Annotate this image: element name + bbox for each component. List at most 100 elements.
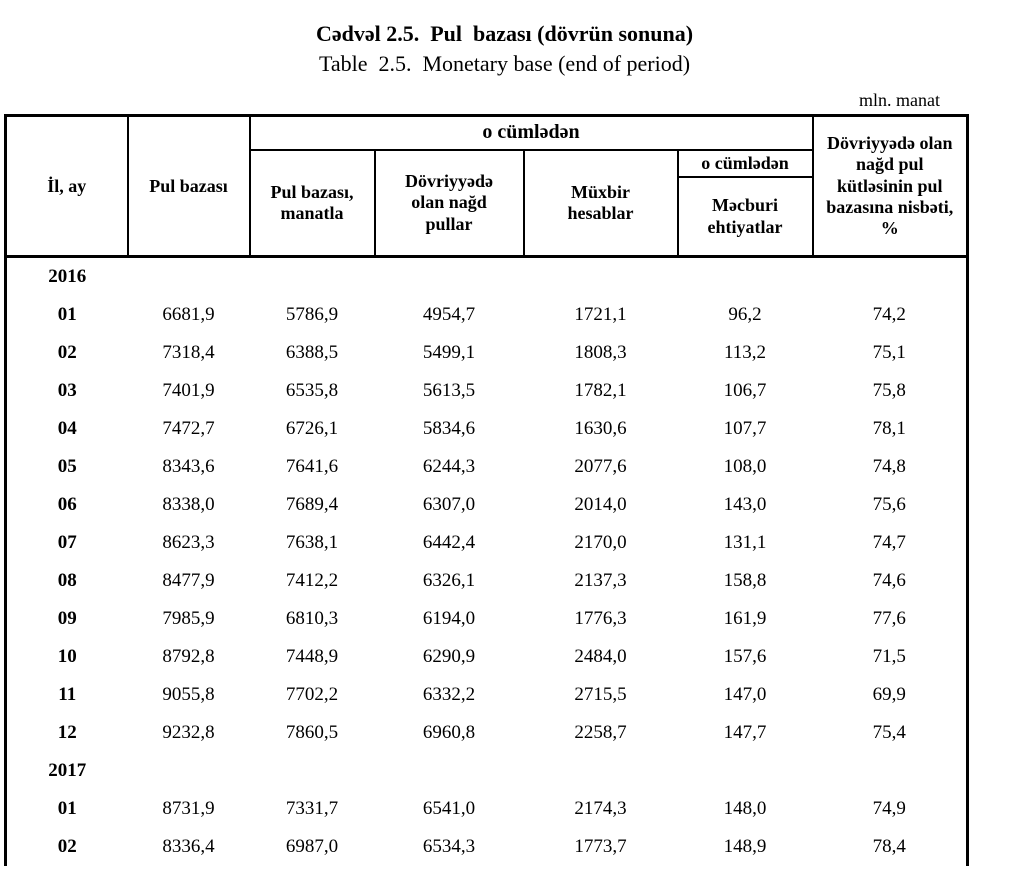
value-cell: 5499,1 xyxy=(422,342,476,364)
table-row: 07 8623,3 7638,1 6442,4 2170,0 131,1 74,7 xyxy=(4,524,969,563)
value-cell: 6681,9 xyxy=(162,304,215,326)
value-cell: 143,0 xyxy=(723,494,767,516)
month-cell: 11 xyxy=(4,676,128,715)
header-cash-to-base-ratio: Dövriyyədə olan nağd pul kütləsinin pul … xyxy=(811,114,969,258)
value-cell: 158,8 xyxy=(723,570,767,592)
value-cell xyxy=(677,255,813,297)
table-row: 08 8477,9 7412,2 6326,1 2137,3 158,8 74,6 xyxy=(4,562,969,601)
year-row: 2017 xyxy=(4,752,969,791)
value-cell: 2258,7 xyxy=(574,722,627,744)
value-cell: 7472,7 xyxy=(162,418,215,440)
value-cell: 6442,4 xyxy=(422,532,476,554)
value-cell: 8336,4 xyxy=(162,836,215,858)
month-cell: 07 xyxy=(4,524,128,563)
value-cell xyxy=(375,752,524,790)
month-cell: 04 xyxy=(4,410,128,449)
value-cell: 8343,6 xyxy=(162,456,215,478)
value-cell xyxy=(249,255,375,297)
header-required-reserves: Məcburi ehtiyatlar xyxy=(676,175,814,258)
value-cell: 74,9 xyxy=(812,790,969,829)
value-cell: 6290,9 xyxy=(422,646,476,668)
value-cell: 2077,6 xyxy=(574,456,627,478)
value-cell: 148,9 xyxy=(723,836,767,858)
value-cell: 8623,3 xyxy=(162,532,215,554)
value-cell: 6810,3 xyxy=(285,608,339,630)
header-year-month: İl, ay xyxy=(4,114,129,258)
value-cell: 6960,8 xyxy=(422,722,476,744)
month-cell: 03 xyxy=(4,372,128,411)
value-cell: 6194,0 xyxy=(422,608,476,630)
value-cell: 5786,9 xyxy=(285,304,339,326)
value-cell: 7702,2 xyxy=(285,684,339,706)
value-cell: 74,2 xyxy=(812,296,969,335)
value-cell: 9232,8 xyxy=(162,722,215,744)
year-cell: 2017 xyxy=(4,752,128,791)
value-cell: 77,6 xyxy=(812,600,969,639)
value-cell: 1782,1 xyxy=(574,380,627,402)
value-cell xyxy=(678,752,813,790)
value-cell: 75,6 xyxy=(812,486,969,525)
table-row: 05 8343,6 7641,6 6244,3 2077,6 108,0 74,8 xyxy=(4,448,969,487)
value-cell: 161,9 xyxy=(723,608,767,630)
table-row: 02 8336,4 6987,0 6534,3 1773,7 148,9 78,4 xyxy=(4,828,969,867)
table-row: 01 6681,9 5786,9 4954,7 1721,1 96,2 74,2 xyxy=(4,296,969,335)
month-cell: 12 xyxy=(4,714,128,753)
value-cell: 2174,3 xyxy=(574,798,627,820)
table-row: 12 9232,8 7860,5 6960,8 2258,7 147,7 75,4 xyxy=(4,714,969,753)
value-cell xyxy=(812,752,969,791)
value-cell: 7331,7 xyxy=(285,798,339,820)
year-row: 2016 xyxy=(4,255,969,297)
value-cell: 1721,1 xyxy=(574,304,627,326)
value-cell: 2170,0 xyxy=(574,532,627,554)
title-block: Cədvəl 2.5. Pul bazası (dövrün sonuna) T… xyxy=(0,20,1009,78)
month-cell: 01 xyxy=(4,790,128,829)
header-cash-in-circulation: Dövriyyədə olan nağd pullar xyxy=(373,148,525,258)
value-cell: 2715,5 xyxy=(574,684,627,706)
year-cell: 2016 xyxy=(4,255,128,297)
table-row: 03 7401,9 6535,8 5613,5 1782,1 106,7 75,8 xyxy=(4,372,969,411)
unit-note: mln. manat xyxy=(859,90,940,111)
value-cell: 147,0 xyxy=(723,684,767,706)
value-cell: 2014,0 xyxy=(574,494,627,516)
month-cell: 10 xyxy=(4,638,128,677)
value-cell xyxy=(812,255,969,297)
value-cell: 8731,9 xyxy=(162,798,215,820)
table-row: 10 8792,8 7448,9 6290,9 2484,0 157,6 71,5 xyxy=(4,638,969,677)
value-cell: 75,4 xyxy=(812,714,969,753)
table-row: 01 8731,9 7331,7 6541,0 2174,3 148,0 74,9 xyxy=(4,790,969,829)
value-cell: 7401,9 xyxy=(162,380,215,402)
table-row: 11 9055,8 7702,2 6332,2 2715,5 147,0 69,9 xyxy=(4,676,969,715)
month-cell: 02 xyxy=(4,828,128,867)
value-cell: 75,1 xyxy=(812,334,969,373)
month-cell: 08 xyxy=(4,562,128,601)
header-monetary-base: Pul bazası xyxy=(126,114,251,258)
table-row: 06 8338,0 7689,4 6307,0 2014,0 143,0 75,6 xyxy=(4,486,969,525)
value-cell: 9055,8 xyxy=(162,684,215,706)
table-body: 2016 01 6681,9 5786,9 4954,7 1721,1 96,2 74,2 02… xyxy=(4,255,969,867)
month-cell: 05 xyxy=(4,448,128,487)
month-cell: 02 xyxy=(4,334,128,373)
value-cell: 148,0 xyxy=(723,798,767,820)
value-cell: 7860,5 xyxy=(285,722,339,744)
table-title-az: Cədvəl 2.5. Pul bazası (dövrün sonuna) xyxy=(315,21,694,46)
value-cell: 5834,6 xyxy=(422,418,476,440)
value-cell: 7448,9 xyxy=(285,646,339,668)
value-cell: 7985,9 xyxy=(162,608,215,630)
table-row: 04 7472,7 6726,1 5834,6 1630,6 107,7 78,1 xyxy=(4,410,969,449)
month-cell: 09 xyxy=(4,600,128,639)
header-of-which-sub: o cümlədən xyxy=(676,148,814,178)
value-cell: 6535,8 xyxy=(285,380,339,402)
value-cell: 2484,0 xyxy=(574,646,627,668)
table-header: İl, ay Pul bazası o cümlədən Dövriyyədə … xyxy=(4,114,969,258)
value-cell: 1773,7 xyxy=(574,836,627,858)
table-title-en: Table 2.5. Monetary base (end of period) xyxy=(318,50,691,76)
value-cell: 75,8 xyxy=(812,372,969,411)
value-cell: 96,2 xyxy=(728,304,762,326)
table-row: 09 7985,9 6810,3 6194,0 1776,3 161,9 77,6 xyxy=(4,600,969,639)
value-cell: 6244,3 xyxy=(422,456,476,478)
value-cell xyxy=(127,255,250,297)
value-cell: 6726,1 xyxy=(285,418,339,440)
value-cell: 7412,2 xyxy=(285,570,339,592)
value-cell xyxy=(523,255,678,297)
value-cell: 157,6 xyxy=(723,646,767,668)
